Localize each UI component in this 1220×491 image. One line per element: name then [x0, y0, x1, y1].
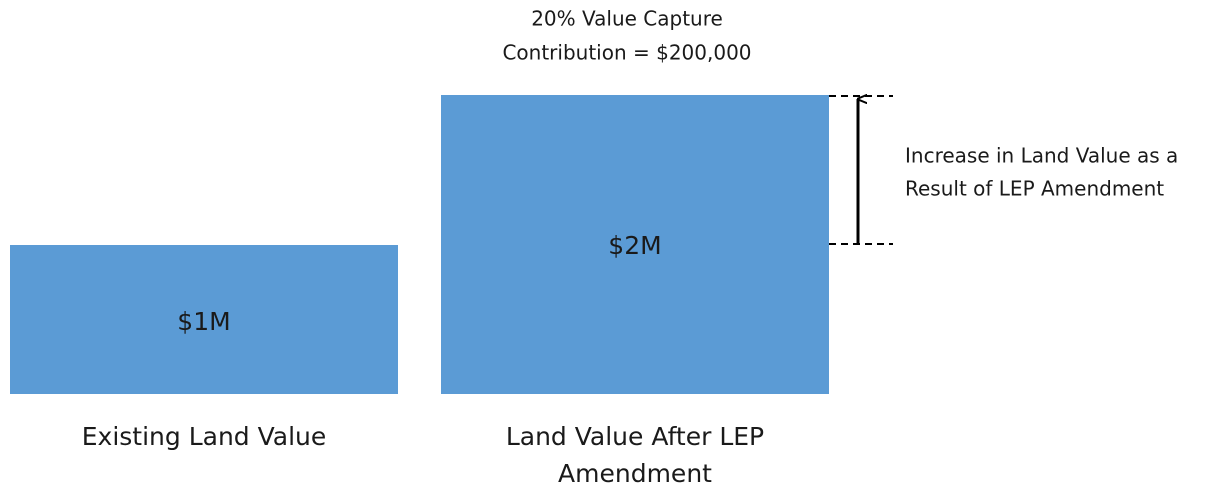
top-annotation: 20% Value Capture [531, 7, 723, 31]
box-label: $1M [177, 307, 230, 336]
box-after [441, 95, 829, 394]
caption: Amendment [558, 459, 712, 488]
box-existing [10, 245, 398, 394]
side-annotation: Result of LEP Amendment [905, 177, 1164, 201]
side-annotation: Increase in Land Value as a [905, 144, 1178, 168]
top-annotation: Contribution = $200,000 [502, 41, 751, 65]
caption: Existing Land Value [82, 422, 327, 451]
box-label: $2M [608, 231, 661, 260]
caption: Land Value After LEP [506, 422, 764, 451]
